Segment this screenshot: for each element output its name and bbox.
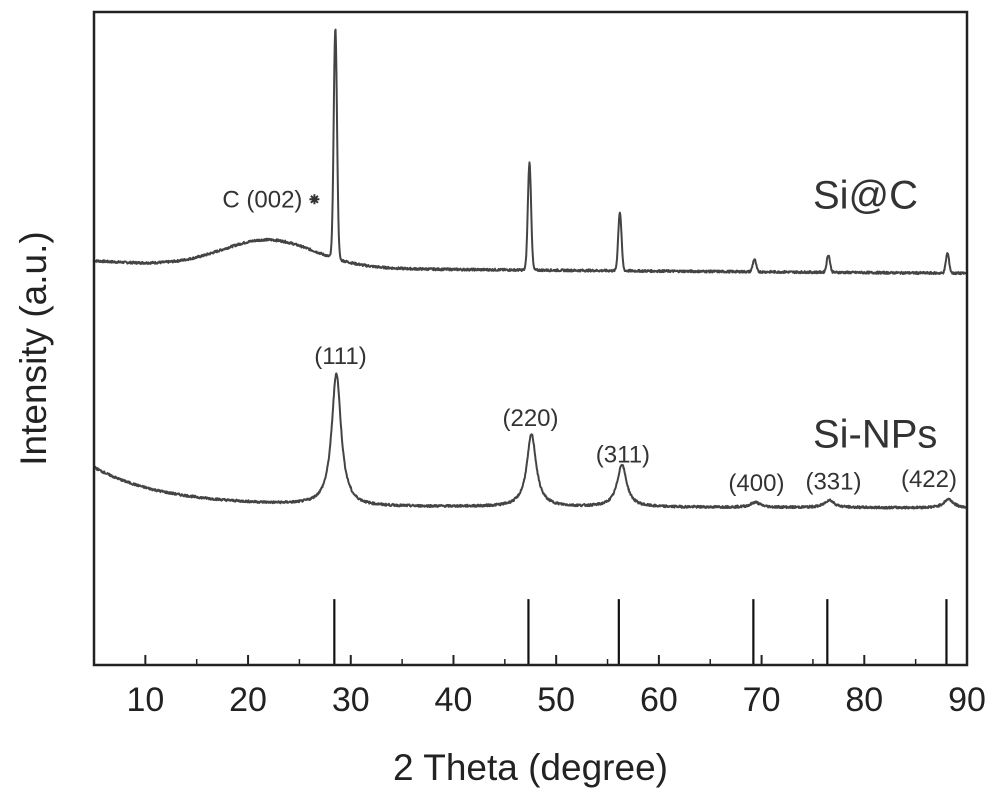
x-tick-label: 70 xyxy=(743,681,781,719)
x-tick-label: 40 xyxy=(435,681,473,719)
x-tick-label: 80 xyxy=(845,681,883,719)
x-tick-label: 60 xyxy=(640,681,678,719)
y-axis-title: Intensity (a.u.) xyxy=(13,231,54,465)
peak-label: (311) xyxy=(596,441,650,468)
series-label: Si@C xyxy=(813,174,918,218)
plot-frame xyxy=(94,12,967,665)
peak-label: (331) xyxy=(805,469,861,496)
series-line-si-at-c xyxy=(94,30,967,275)
carbon-marker-icon xyxy=(309,194,319,204)
series-label: Si-NPs xyxy=(813,412,937,456)
x-tick-label: 90 xyxy=(948,681,986,719)
peak-label: (422) xyxy=(901,466,957,493)
x-tick-label: 20 xyxy=(229,681,267,719)
x-tick-label: 30 xyxy=(332,681,370,719)
x-tick-label: 50 xyxy=(537,681,575,719)
peak-label: (400) xyxy=(728,470,784,497)
peak-label: (220) xyxy=(502,405,558,432)
reference-lines xyxy=(334,599,946,665)
x-axis-title: 2 Theta (degree) xyxy=(393,747,668,788)
x-tick-label: 10 xyxy=(126,681,164,719)
carbon-peak-label: C (002) xyxy=(222,186,302,213)
peak-label: (111) xyxy=(314,343,366,370)
